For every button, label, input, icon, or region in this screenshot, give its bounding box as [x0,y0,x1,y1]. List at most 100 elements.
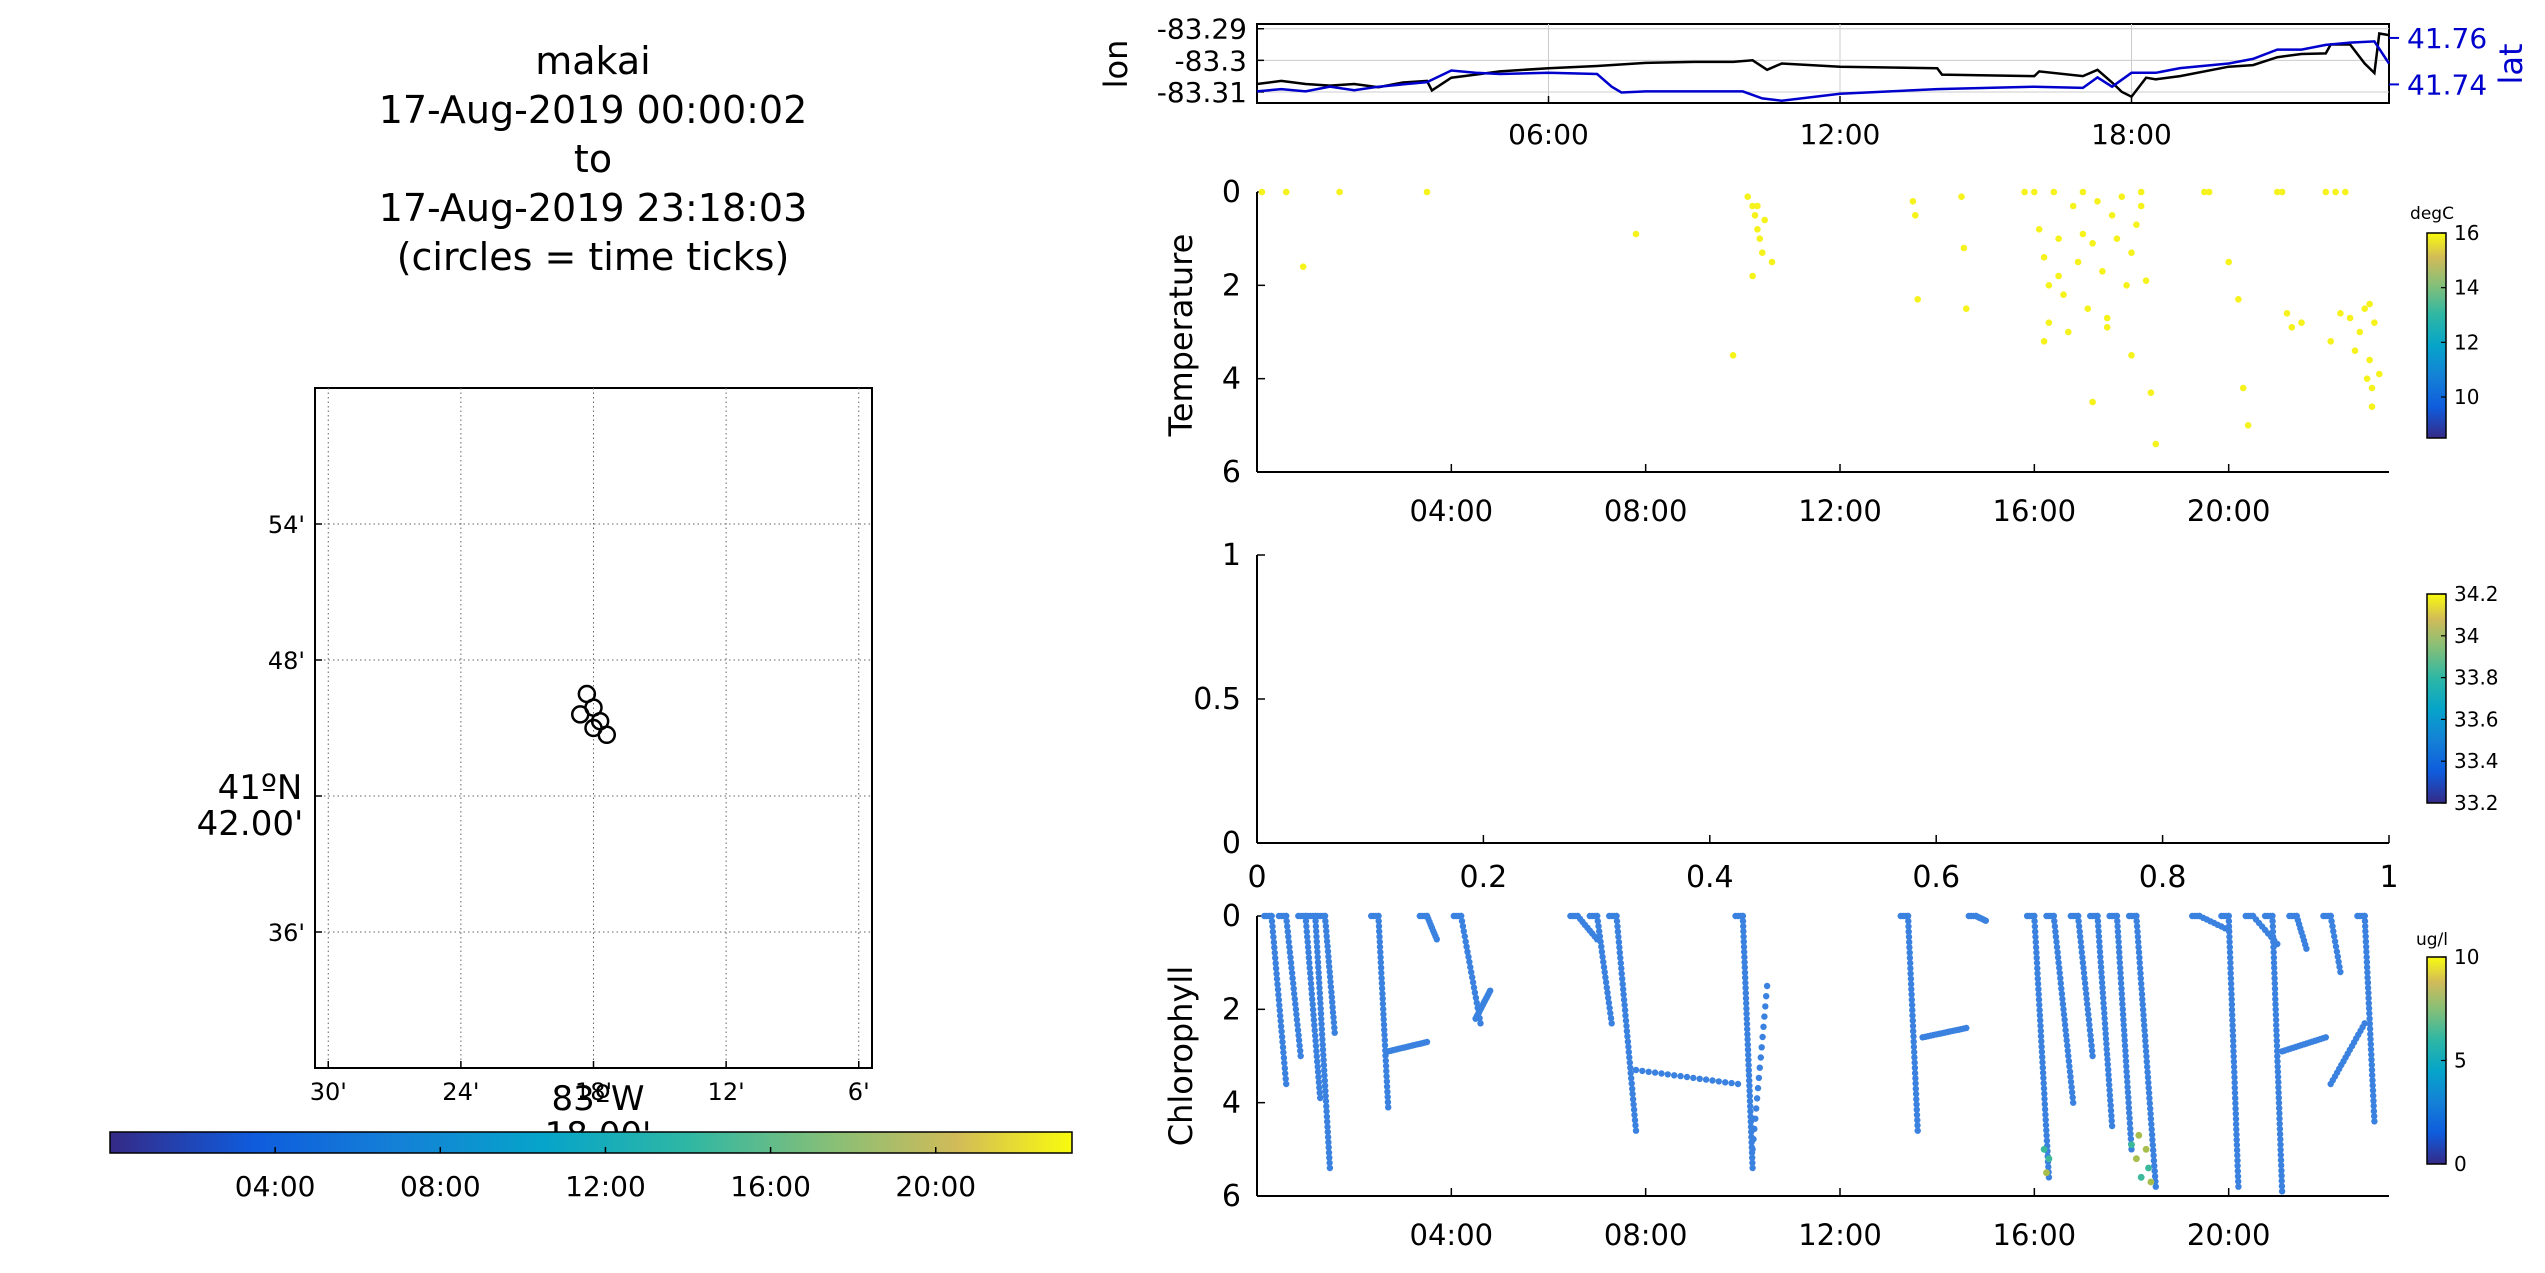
chlorophyll-point [2095,923,2102,930]
chlorophyll-point [1742,979,1749,987]
chlorophyll-point [2031,923,2039,930]
chlorophyll-point [2077,933,2084,940]
x-tick-label: 08:00 [1604,1218,1688,1252]
chlorophyll-point [2063,1032,2070,1039]
chlorophyll-point [1621,1007,1629,1014]
chlorophyll-point [1314,1063,1321,1071]
chlorophyll-point [2138,980,2145,987]
chlorophyll-point [1759,1033,1766,1041]
chlorophyll-point [1743,1000,1750,1007]
chlorophyll-point [2043,1137,2051,1144]
chlorophyll-point [1458,917,1466,925]
chlorophyll-point [1742,989,1750,997]
y-tick-label: 4 [1222,362,1241,397]
chlorophyll-point [2041,1090,2048,1097]
chlorophyll-colorbar-label: ug/l [2416,930,2448,950]
chlorophyll-point [1269,923,1276,930]
chlorophyll-point [1907,970,1914,977]
chlorophyll-point [1645,1068,1652,1076]
chlorophyll-point [2039,1069,2047,1077]
chlorophyll-point [2133,923,2141,930]
chlorophyll-point [2277,1151,2284,1159]
chlorophyll-point [2087,912,2094,920]
chlorophyll-point [1314,1068,1322,1076]
chlorophyll-point [2034,975,2042,982]
chlorophyll-point [2085,1011,2092,1018]
chlorophyll-point [1284,928,1292,935]
chlorophyll-point [2274,1047,2281,1055]
temperature-point [2021,188,2028,196]
chlorophyll-point [2063,1037,2070,1044]
chlorophyll-point [2078,949,2085,956]
chlorophyll-point [1623,1028,1631,1035]
chlorophyll-point [1309,1006,1317,1013]
temperature-point [2040,253,2048,261]
chlorophyll-point [2056,969,2063,977]
chlorophyll-point [2039,1064,2047,1071]
chlorophyll-point [1911,1048,1918,1056]
chlorophyll-point [2149,1136,2156,1144]
chlorophyll-point [1469,974,1476,981]
chlorophyll-point [1378,980,1386,987]
chlorophyll-point [2142,1145,2150,1153]
chlorophyll-point [2189,912,2196,920]
chlorophyll-point [1423,1038,1431,1046]
chlorophyll-point [1744,1036,1751,1043]
chlorophyll-point [1472,994,1480,1001]
chlorophyll-point [2105,1076,2113,1084]
chlorophyll-point [1375,923,1383,930]
chlorophyll-point [2368,1061,2375,1069]
chlorophyll-point [1465,953,1472,961]
chlorophyll-point [2061,1016,2068,1023]
chlorophyll-point [1317,1005,1324,1012]
chlorophyll-point [2105,1071,2112,1079]
chlorophyll-point [2124,1083,2131,1091]
map-title: makai 17-Aug-2019 00:00:02 to 17-Aug-201… [379,39,808,279]
chlorophyll-point [2064,1042,2071,1049]
temperature-point [1744,193,1751,200]
chlorophyll-point [1598,943,1605,950]
chlorophyll-point [2078,943,2085,951]
chlorophyll-point [2137,1173,2145,1181]
chlorophyll-point [2278,1182,2286,1190]
chlorophyll-point [2066,1068,2074,1075]
chlorophyll-point [2051,923,2059,930]
chlorophyll-point [2098,974,2105,981]
chlorophyll-point [2271,964,2278,972]
chlorophyll-point [1280,1054,1288,1062]
chlorophyll-point [2115,938,2122,946]
temperature-point [2274,188,2281,196]
chlorophyll-point [1325,953,1332,960]
chlorophyll-point [1757,1054,1765,1061]
chlorophyll-point [1907,965,1914,972]
chlorophyll-point [1908,986,1915,993]
chlorophyll-point [1460,928,1468,935]
chlorophyll-point [1329,999,1336,1006]
chlorophyll-point [2023,912,2031,920]
chlorophyll-point [1316,995,1324,1002]
chlorophyll-point [1745,1072,1753,1079]
chlorophyll-point [2149,1141,2156,1149]
temperature-point [2137,202,2145,210]
chlorophyll-point [1433,936,1441,943]
chlorophyll-point [1296,1042,1303,1049]
chlorophyll-point [2276,1115,2283,1122]
chlorophyll-point [2058,985,2065,992]
y-tick-label: 0 [1222,826,1241,861]
chlorophyll-point [2365,989,2372,997]
chlorophyll-point [2126,1109,2133,1117]
chlorophyll-point [1281,1059,1288,1067]
chlorophyll-point [1281,1065,1289,1072]
temperature-point [1282,188,1290,196]
chlorophyll-point [2269,918,2276,925]
chlorophyll-point [2034,965,2041,972]
chlorophyll-point [1639,1067,1646,1075]
temperature-point [2074,258,2082,266]
chlorophyll-point [1286,943,1293,951]
chlorophyll-point [1897,912,1904,920]
chlorophyll-point [2137,970,2144,977]
chlorophyll-point [1910,1038,1917,1045]
chlorophyll-point [2234,1173,2242,1180]
temperature-point [2142,277,2150,285]
chlorophyll-point [2079,959,2087,966]
